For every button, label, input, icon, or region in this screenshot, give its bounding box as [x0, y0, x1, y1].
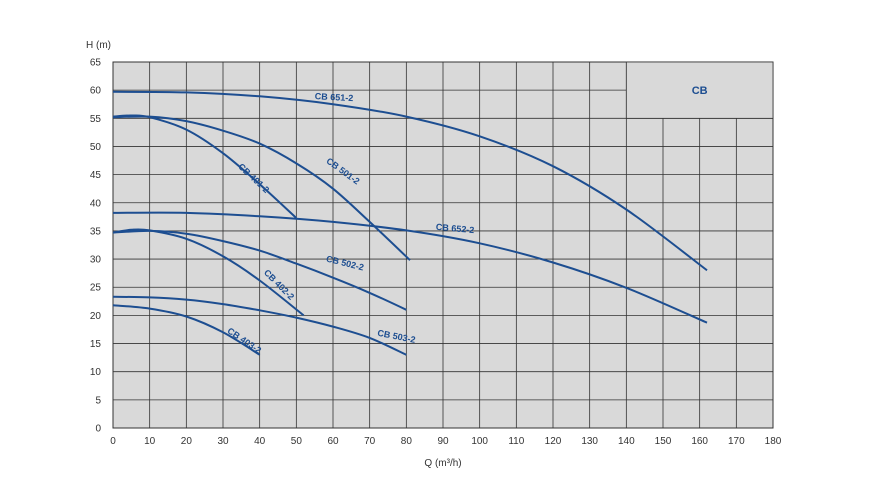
x-tick-label: 0: [110, 436, 116, 447]
y-tick-label: 40: [90, 198, 102, 209]
y-tick-label: 20: [90, 311, 102, 322]
x-tick-label: 140: [618, 436, 635, 447]
x-tick-label: 50: [291, 436, 303, 447]
curve-cb-503-2: [112, 295, 407, 356]
legend-box-label: CB: [692, 85, 708, 97]
x-tick-label: 40: [254, 436, 266, 447]
x-tick-label: 90: [437, 436, 449, 447]
x-tick-label: 120: [545, 436, 562, 447]
x-tick-label: 80: [401, 436, 413, 447]
y-tick-label: 55: [90, 114, 102, 125]
curves: [112, 90, 708, 356]
curve-label-cb-652-2: CB 652-2: [435, 222, 474, 235]
y-tick-labels: 0 5 10 15 20 25 30 35 40 45 50 55 60 65: [90, 58, 102, 435]
x-tick-label: 150: [655, 436, 672, 447]
y-tick-label: 30: [90, 255, 102, 266]
curve-cb-651-2: [112, 90, 708, 272]
x-tick-label: 170: [728, 436, 745, 447]
legend-box: CB: [625, 61, 774, 119]
x-tick-label: 20: [181, 436, 193, 447]
y-tick-label: 65: [90, 58, 102, 69]
x-tick-label: 100: [471, 436, 488, 447]
y-tick-label: 10: [90, 367, 102, 378]
x-tick-label: 30: [217, 436, 229, 447]
legend-box-rect: [625, 61, 774, 119]
x-tick-label: 160: [691, 436, 708, 447]
x-tick-labels: 0 10 20 30 40 50 60 70 80 90 100 110 120 130 140 150 160…: [110, 436, 782, 447]
curve-cb-501-2: [112, 115, 411, 261]
curve-cb-401-2: [112, 114, 297, 219]
x-tick-label: 70: [364, 436, 376, 447]
curve-cb-652-2: [112, 211, 708, 324]
grid: [113, 62, 773, 428]
y-tick-label: 60: [90, 86, 102, 97]
y-tick-label: 5: [95, 395, 101, 406]
x-tick-label: 10: [144, 436, 156, 447]
y-axis-label: H (m): [86, 40, 111, 51]
x-tick-label: 110: [508, 436, 524, 447]
x-axis-label: Q (m³/h): [424, 458, 461, 469]
curve-label-cb-651-2: CB 651-2: [315, 91, 354, 103]
y-tick-label: 0: [95, 424, 101, 435]
y-tick-label: 35: [90, 226, 102, 237]
curve-cb-403-2: [112, 304, 261, 356]
curve-cb-402-2: [112, 228, 305, 317]
curve-cb-502-2: [112, 229, 407, 311]
y-tick-label: 45: [90, 170, 102, 181]
x-tick-label: 180: [765, 436, 782, 447]
x-tick-label: 130: [581, 436, 598, 447]
x-tick-label: 60: [327, 436, 339, 447]
y-tick-label: 50: [90, 142, 102, 153]
y-tick-label: 15: [90, 339, 102, 350]
y-tick-label: 25: [90, 283, 102, 294]
